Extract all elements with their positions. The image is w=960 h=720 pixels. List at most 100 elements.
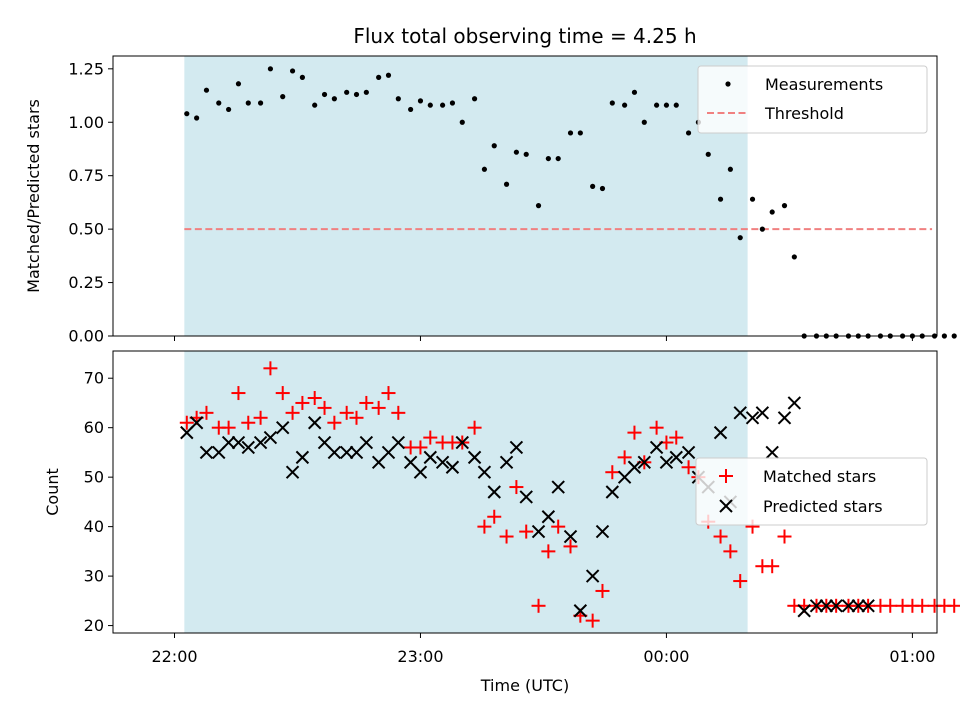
matched-star-point: [231, 386, 246, 401]
measurement-point: [590, 183, 596, 189]
measurement-point: [951, 333, 957, 339]
predicted-star-point: [509, 440, 524, 455]
predicted-star-point: [295, 450, 310, 465]
predicted-star-point: [189, 416, 204, 430]
measurement-point: [427, 102, 433, 108]
measurement-point: [503, 181, 510, 187]
predicted-star-point: [595, 524, 610, 539]
measurement-point: [417, 98, 424, 104]
measurement-point: [216, 100, 222, 106]
measurement-point: [376, 74, 382, 80]
bottom-axes-frame: [112, 350, 938, 634]
legend-predicted-label: Predicted stars: [763, 497, 883, 516]
predicted-star-point: [669, 450, 683, 465]
matched-star-point: [585, 613, 600, 628]
matched-star-point: [423, 430, 438, 445]
predicted-star-point: [276, 420, 290, 435]
matched-star-point: [541, 544, 556, 559]
matched-star-point: [359, 395, 374, 410]
predicted-star-point: [605, 485, 620, 499]
top-y-tick-label: 1.00: [68, 113, 104, 132]
top-y-tick-label: 0.75: [68, 166, 104, 185]
measurement-point: [727, 166, 733, 172]
measurement-point: [331, 96, 337, 102]
matched-star-point: [499, 529, 514, 544]
predicted-star-point: [221, 435, 236, 450]
top-y-tick-label: 0.50: [68, 220, 104, 239]
predicted-star-point: [733, 406, 747, 420]
predicted-star-point: [765, 445, 779, 460]
measurement-point: [353, 91, 360, 98]
bottom-y-tick-label: 30: [84, 567, 104, 586]
matched-star-point: [349, 410, 364, 425]
predicted-star-point: [797, 604, 811, 618]
predicted-star-point: [413, 465, 428, 479]
matched-star-point: [947, 598, 960, 613]
predicted-star-point: [787, 396, 802, 410]
measurement-point: [385, 72, 392, 78]
measurement-point: [408, 106, 414, 113]
matched-star-point: [413, 440, 428, 455]
predicted-star-point: [423, 450, 438, 465]
matched-star-point: [241, 415, 256, 430]
measurement-point: [184, 111, 190, 117]
measurement-point: [759, 226, 765, 232]
measurement-point: [363, 89, 369, 95]
predicted-star-point: [819, 599, 834, 613]
predicted-star-point: [241, 440, 255, 455]
top-y-tick-label: 0.00: [68, 327, 104, 346]
top-panel: 0.00 0.25 0.50 0.75 1.00 1.25 Flux total obse…: [24, 24, 957, 346]
measurement-point: [289, 68, 296, 74]
predicted-star-point: [563, 529, 578, 544]
measurement-point: [235, 81, 242, 87]
matched-star-point: [519, 524, 534, 539]
matched-star-point: [381, 386, 396, 401]
predicted-star-point: [681, 445, 696, 460]
top-y-tick-label: 1.25: [68, 59, 104, 78]
matched-star-point: [263, 361, 278, 376]
bottom-y-axis-label: Count: [43, 468, 62, 516]
measurement-point: [653, 102, 660, 108]
measurement-point: [609, 100, 615, 106]
matched-star-point: [681, 460, 696, 475]
predicted-star-point: [637, 455, 652, 470]
top-observing-window: [184, 56, 748, 336]
matched-star-point: [179, 415, 194, 430]
predicted-star-point: [755, 406, 770, 420]
legend-measurements-label: Measurements: [765, 75, 883, 94]
matched-star-point: [285, 405, 300, 420]
measurement-point: [321, 91, 328, 98]
measurement-point: [769, 209, 775, 215]
predicted-star-point: [435, 455, 450, 470]
matched-star-point: [915, 598, 930, 613]
chart-title: Flux total observing time = 4.25 h: [353, 24, 696, 48]
predicted-star-point: [339, 445, 354, 460]
matched-star-point: [371, 400, 386, 415]
matched-star-point: [253, 410, 268, 425]
x-tick-label: 22:00: [151, 647, 197, 666]
measurement-point: [685, 130, 692, 136]
bottom-y-tick-label: 20: [84, 616, 104, 635]
predicted-star-point: [531, 524, 546, 539]
predicted-star-point: [253, 435, 268, 450]
measurement-point: [535, 203, 542, 209]
matched-star-point: [563, 539, 578, 554]
predicted-star-point: [627, 460, 642, 474]
predicted-star-point: [551, 480, 565, 494]
predicted-star-point: [519, 490, 533, 504]
predicted-star-point: [391, 435, 406, 450]
matched-star-point: [327, 415, 342, 430]
measurement-point: [599, 185, 606, 192]
predicted-star-point: [573, 604, 588, 618]
x-tick-label: 01:00: [889, 647, 935, 666]
predicted-star-point: [327, 445, 342, 460]
measurement-point: [481, 166, 488, 172]
legend-predicted-marker: [719, 499, 733, 513]
matched-star-point: [669, 430, 684, 445]
measurement-point: [280, 94, 286, 100]
measurement-point: [194, 115, 200, 121]
measurement-point: [663, 102, 670, 108]
measurement-point: [449, 100, 456, 106]
matched-star-point: [531, 598, 546, 613]
